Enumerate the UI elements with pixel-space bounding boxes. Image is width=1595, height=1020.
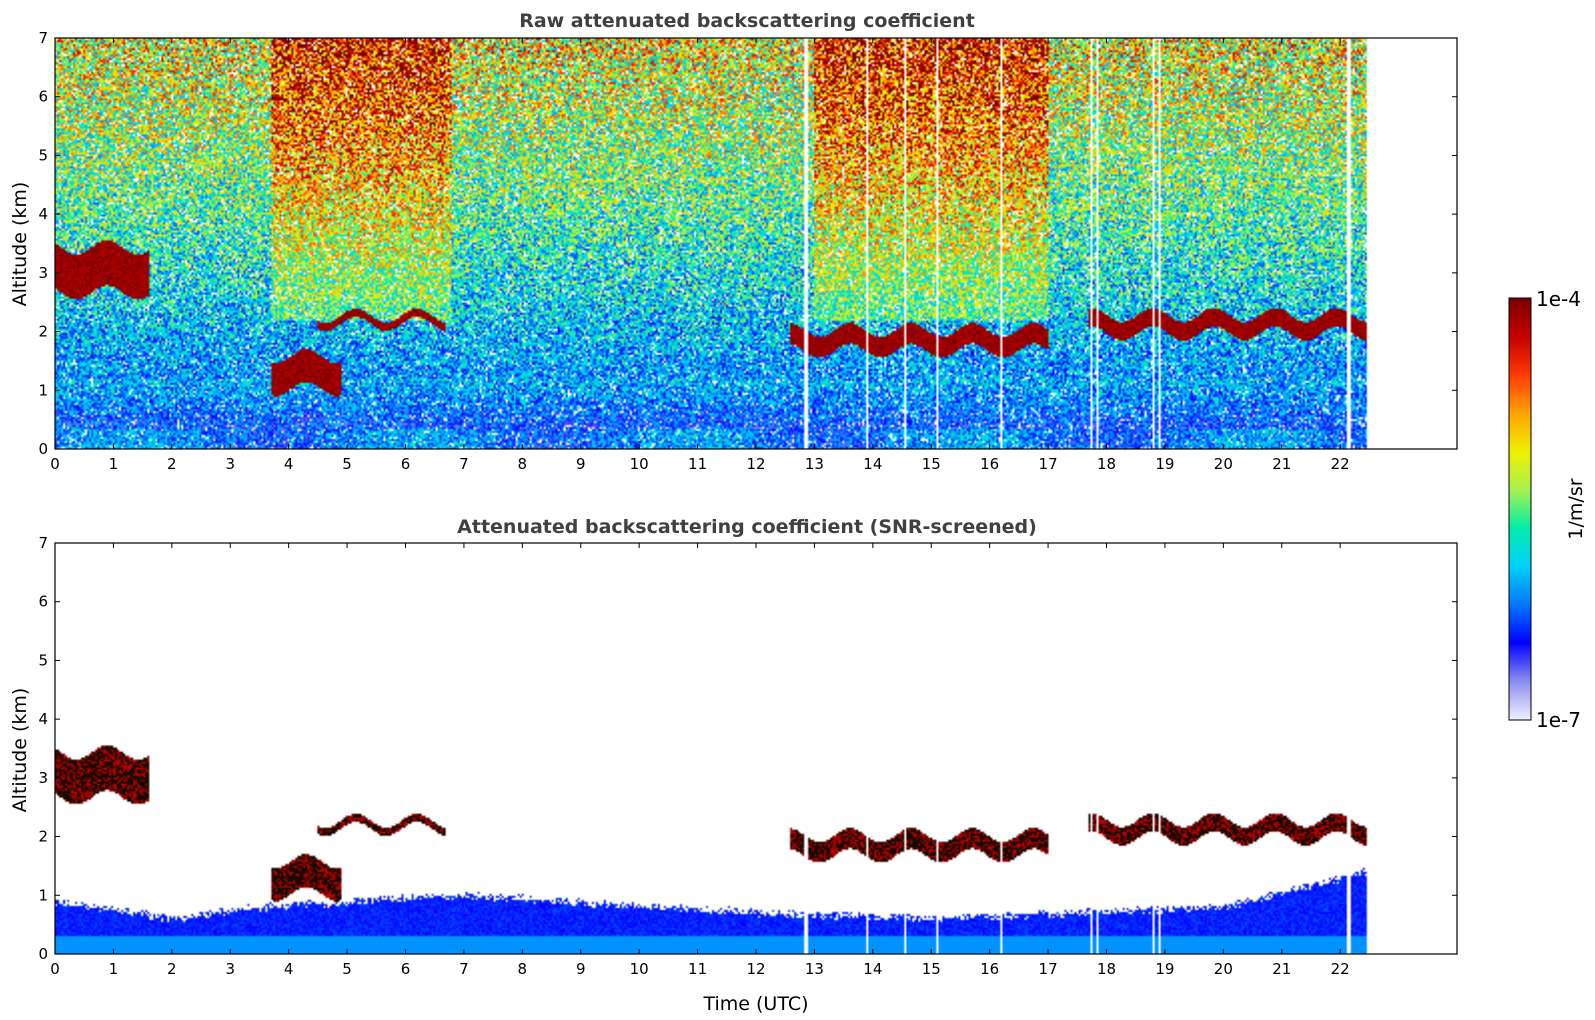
y-tick-label: 3 — [38, 769, 48, 787]
x-tick-label: 19 — [1155, 960, 1174, 978]
x-tick-label: 17 — [1039, 960, 1058, 978]
x-tick-label: 2 — [167, 960, 177, 978]
colorbar: 1e-4 1e-7 1/m/sr — [1508, 287, 1587, 732]
x-tick-label: 1 — [109, 960, 119, 978]
x-tick-label: 17 — [1039, 455, 1058, 473]
x-tick-label: 15 — [922, 960, 941, 978]
y-tick-label: 3 — [38, 264, 48, 282]
x-tick-label: 14 — [863, 455, 882, 473]
x-tick-label: 6 — [401, 960, 411, 978]
x-tick-label: 21 — [1272, 455, 1291, 473]
y-tick-label: 1 — [38, 381, 48, 399]
y-tick-label: 1 — [38, 886, 48, 904]
panel-screened-y-axis: 0 1 2 3 4 5 6 7 — [38, 534, 1457, 963]
x-tick-label: 22 — [1331, 960, 1350, 978]
x-tick-label: 1 — [109, 455, 119, 473]
x-tick-label: 10 — [630, 455, 649, 473]
x-tick-label: 10 — [630, 960, 649, 978]
x-tick-label: 22 — [1331, 455, 1350, 473]
x-tick-label: 18 — [1097, 455, 1116, 473]
x-tick-label: 13 — [805, 960, 824, 978]
x-tick-label: 16 — [980, 960, 999, 978]
x-tick-label: 13 — [805, 455, 824, 473]
y-tick-label: 0 — [38, 440, 48, 458]
y-tick-label: 6 — [38, 593, 48, 611]
x-tick-label: 11 — [688, 455, 707, 473]
panel-screened-title: Attenuated backscattering coefficient (S… — [457, 516, 1037, 538]
x-tick-label: 19 — [1155, 455, 1174, 473]
x-tick-label: 15 — [922, 455, 941, 473]
x-tick-label: 11 — [688, 960, 707, 978]
panel-raw-heatmap — [55, 38, 1457, 449]
y-tick-label: 7 — [38, 534, 48, 552]
panel-raw-x-axis: 0 1 2 3 4 5 6 7 8 9 10 11 12 13 14 15 16 17 18 19 20 21 22 — [50, 38, 1350, 473]
x-tick-label: 3 — [225, 455, 235, 473]
panel-raw-title: Raw attenuated backscattering coefficien… — [519, 10, 975, 32]
y-tick-label: 6 — [38, 88, 48, 106]
x-tick-label: 8 — [518, 455, 528, 473]
y-tick-label: 7 — [38, 29, 48, 47]
x-tick-label: 20 — [1214, 960, 1233, 978]
x-tick-label: 3 — [225, 960, 235, 978]
colorbar-unit-label: 1/m/sr — [1565, 478, 1587, 539]
x-tick-label: 21 — [1272, 960, 1291, 978]
x-tick-label: 5 — [342, 455, 352, 473]
x-tick-label: 4 — [284, 455, 294, 473]
x-tick-label: 9 — [576, 960, 586, 978]
colorbar-max-label: 1e-4 — [1536, 287, 1581, 311]
y-tick-label: 4 — [38, 205, 48, 223]
x-tick-label: 7 — [459, 455, 469, 473]
x-tick-label: 12 — [746, 960, 765, 978]
x-tick-label: 0 — [50, 960, 60, 978]
panel-screened: Attenuated backscattering coefficient (S… — [9, 516, 1458, 1015]
x-tick-label: 7 — [459, 960, 469, 978]
x-tick-label: 18 — [1097, 960, 1116, 978]
x-tick-label: 14 — [863, 960, 882, 978]
x-tick-label: 12 — [746, 455, 765, 473]
x-tick-label: 5 — [342, 960, 352, 978]
panel-screened-x-axis: 0 1 2 3 4 5 6 7 8 9 10 11 12 13 14 15 16 17 18 19 20 21 22 — [50, 543, 1350, 978]
x-tick-label: 6 — [401, 455, 411, 473]
x-tick-label: 16 — [980, 455, 999, 473]
panel-screened-xlabel: Time (UTC) — [702, 993, 808, 1015]
x-tick-label: 9 — [576, 455, 586, 473]
y-tick-label: 2 — [38, 323, 48, 341]
colorbar-min-label: 1e-7 — [1536, 708, 1581, 732]
y-tick-label: 4 — [38, 710, 48, 728]
y-tick-label: 2 — [38, 828, 48, 846]
x-tick-label: 2 — [167, 455, 177, 473]
x-tick-label: 8 — [518, 960, 528, 978]
y-tick-label: 5 — [38, 146, 48, 164]
panel-raw-ylabel: Altitude (km) — [9, 182, 31, 307]
x-tick-label: 4 — [284, 960, 294, 978]
panel-screened-heatmap — [55, 543, 1457, 954]
panel-raw: Raw attenuated backscattering coefficien… — [9, 10, 1458, 473]
colorbar-frame — [1508, 297, 1532, 721]
x-tick-label: 20 — [1214, 455, 1233, 473]
x-tick-label: 0 — [50, 455, 60, 473]
panel-raw-y-axis: 0 1 2 3 4 5 6 7 — [38, 29, 1457, 458]
colorbar-gradient — [1509, 298, 1531, 720]
y-tick-label: 5 — [38, 651, 48, 669]
panel-screened-ylabel: Altitude (km) — [9, 688, 31, 813]
y-tick-label: 0 — [38, 945, 48, 963]
